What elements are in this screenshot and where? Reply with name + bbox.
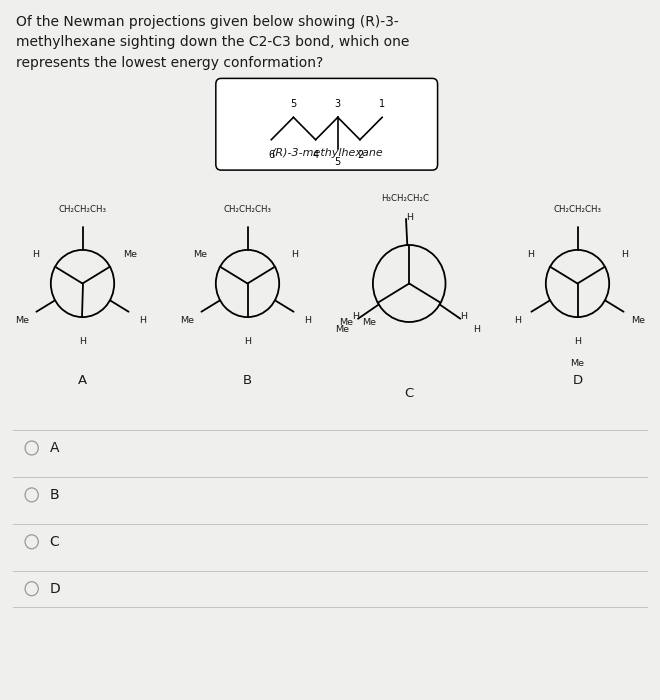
Text: H: H (32, 250, 39, 259)
Text: 5: 5 (335, 157, 341, 167)
Text: H: H (79, 337, 86, 346)
Text: CH₂CH₂CH₃: CH₂CH₂CH₃ (59, 205, 106, 214)
Text: H: H (574, 337, 581, 346)
Text: H: H (244, 337, 251, 346)
Text: D: D (572, 374, 583, 387)
Text: A: A (78, 374, 87, 387)
Text: D: D (50, 582, 60, 596)
Text: C: C (50, 535, 59, 549)
Text: 2: 2 (357, 150, 363, 160)
Text: 1: 1 (379, 99, 385, 109)
Text: Me: Me (123, 250, 137, 259)
Text: H: H (527, 250, 534, 259)
Text: (R)-3-methylhexane: (R)-3-methylhexane (271, 148, 383, 158)
Text: H: H (291, 250, 298, 259)
Text: H: H (513, 316, 521, 325)
Text: 6: 6 (268, 150, 275, 160)
Text: CH₂CH₂CH₃: CH₂CH₂CH₃ (224, 205, 271, 214)
Text: 5: 5 (290, 99, 296, 109)
Text: CH₂CH₂CH₃: CH₂CH₂CH₃ (554, 205, 601, 214)
Text: H: H (304, 316, 312, 325)
Text: H: H (352, 312, 358, 321)
Text: 4: 4 (313, 150, 319, 160)
FancyBboxPatch shape (216, 78, 438, 170)
Text: Me: Me (335, 325, 349, 334)
Text: Me: Me (631, 316, 645, 325)
Text: H: H (460, 312, 467, 321)
Text: H: H (139, 316, 147, 325)
Text: 3: 3 (335, 99, 341, 109)
Text: Me: Me (15, 316, 29, 325)
Text: Of the Newman projections given below showing (R)-3-
methylhexane sighting down : Of the Newman projections given below sh… (16, 15, 410, 69)
Text: H: H (473, 325, 480, 334)
Text: C: C (405, 388, 414, 400)
Text: H: H (621, 250, 628, 259)
Text: Me: Me (180, 316, 194, 325)
Text: Me: Me (339, 318, 354, 326)
Text: B: B (243, 374, 252, 387)
Text: Me: Me (570, 360, 585, 368)
Text: A: A (50, 441, 59, 455)
Text: B: B (50, 488, 59, 502)
Text: Me: Me (193, 250, 207, 259)
Text: Me: Me (362, 318, 377, 326)
Text: H: H (406, 213, 412, 222)
Text: H₃CH₂CH₂C: H₃CH₂CH₂C (381, 195, 429, 204)
